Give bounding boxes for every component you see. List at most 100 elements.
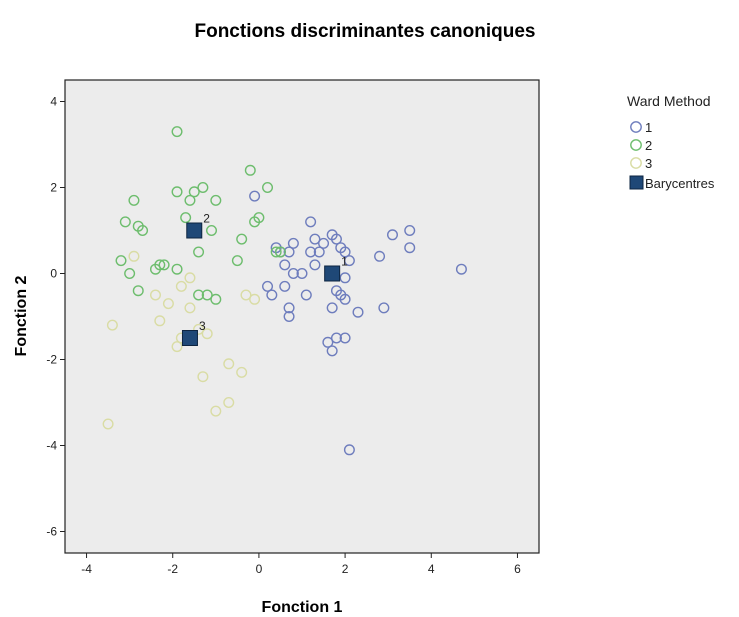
legend-label-3: 3 [645,156,652,171]
legend-entry-2: 2 [630,138,652,153]
point-group-1 [404,224,416,236]
point-group-2 [193,289,205,301]
x-tick-label: 2 [342,562,349,576]
point-group-2 [158,259,170,271]
point-group-3 [162,298,174,310]
point-group-2 [270,246,282,258]
point-group-1 [386,229,398,241]
point-group-2 [184,194,196,206]
point-group-3 [249,293,261,305]
point-group-2 [180,212,192,224]
point-group-3 [236,366,248,378]
point-group-2 [115,255,127,267]
point-group-1 [326,302,338,314]
chart-title: Fonctions discriminantes canoniques [194,21,535,42]
point-group-1 [374,250,386,262]
point-group-2 [193,246,205,258]
point-group-3 [184,302,196,314]
point-group-2 [210,194,222,206]
point-group-3 [171,341,183,353]
legend-title: Ward Method [627,93,711,109]
point-group-1 [352,306,364,318]
point-group-1 [330,233,342,245]
legend-marker-1 [630,121,642,133]
point-group-2 [201,289,213,301]
legend-marker-barycentres [629,175,644,190]
point-group-1 [339,246,351,258]
point-group-1 [330,332,342,344]
point-group-3 [128,250,140,262]
point-group-1 [262,280,274,292]
point-group-1 [313,246,325,258]
point-group-1 [309,233,321,245]
point-group-2 [274,246,286,258]
point-group-1 [305,246,317,258]
point-group-1 [249,190,261,202]
point-group-1 [296,268,308,280]
x-tick-label: -4 [81,562,92,576]
point-group-1 [339,293,351,305]
y-axis: -6 -4 -2 0 2 4 [46,95,65,539]
legend-marker-2 [630,139,642,151]
point-group-1 [283,302,295,314]
y-tick-label: -6 [46,525,57,539]
point-group-2 [262,181,274,193]
point-group-2 [137,224,149,236]
point-group-3 [102,418,114,430]
point-group-1 [378,302,390,314]
centroid-marker-3 [181,330,198,346]
point-group-1 [322,336,334,348]
x-tick-label: 6 [514,562,521,576]
point-group-3 [197,371,209,383]
point-group-2 [244,164,256,176]
point-group-1 [287,268,299,280]
point-group-3 [240,289,252,301]
point-group-2 [206,224,218,236]
point-group-3 [201,328,213,340]
y-tick-label: 0 [50,267,57,281]
point-group-3 [106,319,118,331]
point-group-2 [171,186,183,198]
point-group-3 [154,315,166,327]
point-group-2 [128,194,140,206]
point-group-1 [343,255,355,267]
legend-marker-3 [630,157,642,169]
centroid-label-2: 2 [203,212,210,226]
point-group-1 [300,289,312,301]
point-group-1 [266,289,278,301]
x-axis: -4 -2 0 2 4 6 [81,553,521,576]
point-group-2 [231,255,243,267]
x-axis-label: Fonction 1 [262,599,343,616]
point-group-1 [339,332,351,344]
point-group-1 [343,444,355,456]
point-group-2 [171,126,183,138]
centroid-label-3: 3 [199,319,206,333]
point-group-2 [124,268,136,280]
point-group-1 [305,216,317,228]
point-group-2 [249,216,261,228]
legend-entry-1: 1 [630,120,652,135]
point-group-2 [197,181,209,193]
point-group-2 [154,259,166,271]
centroids: 1 2 3 [181,212,348,346]
legend-label-2: 2 [645,138,652,153]
point-group-1 [309,259,321,271]
point-group-1 [283,311,295,323]
legend-label-barycentres: Barycentres [645,176,715,191]
legend-entry-3: 3 [630,156,652,171]
point-group-1 [455,263,467,275]
legend-entry-barycentres: Barycentres [629,175,715,191]
point-group-3 [223,397,235,409]
y-tick-label: -2 [46,353,57,367]
point-group-2 [236,233,248,245]
point-group-1 [404,242,416,254]
point-group-3 [223,358,235,370]
centroid-label-1: 1 [341,255,348,269]
point-group-2 [210,293,222,305]
point-group-3 [184,272,196,284]
legend-label-1: 1 [645,120,652,135]
point-group-3 [175,280,187,292]
centroid-marker-2 [186,222,203,239]
centroid-marker-1 [324,265,341,282]
